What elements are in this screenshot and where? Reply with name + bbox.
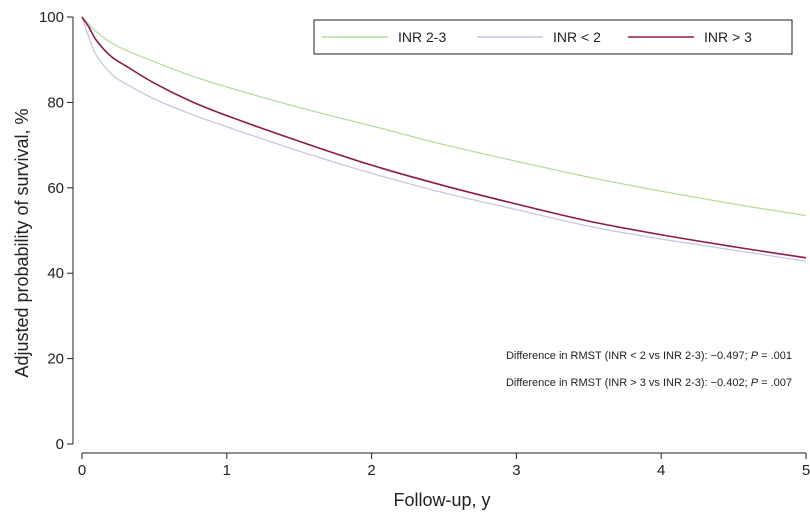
rmst-annotation-1: Difference in RMST (INR < 2 vs INR 2-3):… (506, 350, 792, 362)
y-tick-label: 80 (47, 94, 64, 111)
series-layer (81, 16, 807, 262)
x-tick-label: 0 (78, 462, 86, 479)
y-tick-label: 60 (47, 180, 64, 197)
legend-label-inr-lt-2: INR < 2 (553, 29, 601, 45)
series-line-inr-gt-3 (81, 16, 807, 259)
x-axis-label: Follow-up, y (393, 490, 490, 510)
x-tick-label: 1 (223, 462, 231, 479)
y-tick-label: 100 (39, 9, 64, 26)
y-tick-label: 0 (56, 436, 64, 453)
legend-label-inr-2-3: INR 2-3 (398, 29, 446, 45)
y-axis-label: Adjusted probability of survival, % (12, 108, 32, 377)
x-tick-label: 2 (367, 462, 375, 479)
legend-box (313, 19, 793, 55)
y-tick-label: 40 (47, 265, 64, 282)
series-line-inr-2-3 (81, 16, 807, 217)
axes: 0 20 40 60 80 100 0 1 2 3 4 5 (39, 9, 810, 479)
y-tick-label: 20 (47, 351, 64, 368)
x-tick-label: 3 (512, 462, 520, 479)
x-tick-label: 4 (657, 462, 665, 479)
legend-label-inr-gt-3: INR > 3 (704, 29, 752, 45)
series-line-inr-lt-2 (81, 16, 807, 262)
x-tick-label: 5 (802, 462, 810, 479)
legend: INR 2-3 INR < 2 INR > 3 (313, 19, 793, 55)
rmst-annotation-2: Difference in RMST (INR > 3 vs INR 2-3):… (506, 377, 792, 389)
